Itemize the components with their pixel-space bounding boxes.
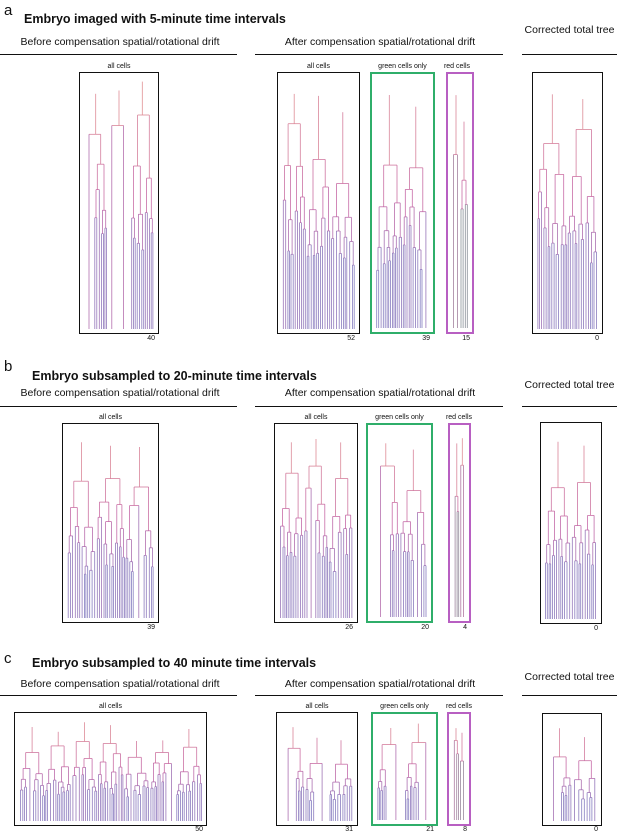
cell-count: 39 <box>422 335 430 342</box>
cell-count: 8 <box>463 826 467 833</box>
green-cells-tree-box <box>371 712 438 826</box>
lineage-tree <box>453 728 464 820</box>
lineage-tree <box>454 438 464 617</box>
section-rule <box>255 54 503 55</box>
lineage-tree <box>88 81 154 329</box>
lineage-tree-box <box>62 423 159 623</box>
cell-count: 0 <box>594 826 598 833</box>
box-label: green cells only <box>380 703 429 710</box>
lineage-tree <box>553 728 596 821</box>
section-rule <box>0 406 237 407</box>
lineage-tree <box>537 94 597 329</box>
cell-count: 40 <box>147 335 155 342</box>
before-heading: Before compensation spatial/rotational d… <box>20 387 220 399</box>
corrected-tree-box <box>532 72 603 334</box>
panel-title: Embryo subsampled to 20-minute time inte… <box>32 369 317 383</box>
before-heading: Before compensation spatial/rotational d… <box>20 678 220 690</box>
box-label: green cells only <box>375 414 424 421</box>
panel-title: Embryo subsampled to 40 minute time inte… <box>32 656 317 670</box>
cell-count: 21 <box>426 826 434 833</box>
lineage-tree-box <box>79 72 159 334</box>
section-rule <box>0 695 237 696</box>
before-heading: Before compensation spatial/rotational d… <box>20 36 220 48</box>
after-heading: After compensation spatial/rotational dr… <box>284 387 476 399</box>
box-label: all cells <box>307 63 330 70</box>
cell-count: 0 <box>595 335 599 342</box>
corrected-heading: Corrected total tree <box>524 671 615 683</box>
lineage-tree-box <box>274 423 358 623</box>
panel-letter: c <box>4 650 12 667</box>
lineage-tree-box <box>276 712 358 826</box>
cell-count: 39 <box>147 624 155 631</box>
box-label: all cells <box>304 414 328 421</box>
box-label: red cells <box>445 703 473 710</box>
corrected-heading: Corrected total tree <box>524 379 615 391</box>
box-label: red cells <box>445 414 473 421</box>
after-heading: After compensation spatial/rotational dr… <box>284 36 476 48</box>
section-rule <box>522 54 617 55</box>
cell-count: 4 <box>463 624 467 631</box>
after-heading: After compensation spatial/rotational dr… <box>284 678 476 690</box>
lineage-tree <box>376 95 427 328</box>
cell-count: 26 <box>345 624 353 631</box>
section-rule <box>255 695 503 696</box>
corrected-tree-box <box>542 713 602 826</box>
section-rule <box>0 54 237 55</box>
lineage-tree-box <box>277 72 360 334</box>
panel-letter: b <box>4 358 13 375</box>
lineage-tree <box>380 443 427 617</box>
lineage-tree <box>280 439 353 618</box>
lineage-tree <box>377 723 427 820</box>
section-rule <box>522 695 617 696</box>
cell-count: 31 <box>345 826 353 833</box>
section-rule <box>255 406 503 407</box>
panel-title: Embryo imaged with 5-minute time interva… <box>24 12 286 26</box>
cell-count: 50 <box>195 826 203 833</box>
panel-letter: a <box>4 2 13 19</box>
red-cells-tree-box <box>448 423 471 623</box>
section-rule <box>522 406 617 407</box>
cell-count: 0 <box>594 625 598 632</box>
lineage-tree-box <box>14 712 207 826</box>
green-cells-tree-box <box>366 423 433 623</box>
box-label: all cells <box>305 703 329 710</box>
red-cells-tree-box <box>447 712 471 826</box>
lineage-tree <box>453 95 468 328</box>
green-cells-tree-box <box>370 72 435 334</box>
cell-count: 15 <box>462 335 470 342</box>
lineage-tree <box>20 722 202 821</box>
lineage-tree <box>545 441 596 619</box>
cell-count: 20 <box>421 624 429 631</box>
box-label: all cells <box>107 63 131 70</box>
lineage-tree <box>287 727 353 821</box>
lineage-tree <box>67 442 154 618</box>
red-cells-tree-box <box>446 72 474 334</box>
corrected-heading: Corrected total tree <box>524 24 615 36</box>
corrected-tree-box <box>540 422 602 624</box>
cell-count: 52 <box>347 335 355 342</box>
box-label: green cells only <box>378 63 427 70</box>
box-label: all cells <box>99 703 122 710</box>
box-label: all cells <box>99 414 122 421</box>
lineage-tree <box>282 93 355 329</box>
box-label: red cells <box>443 63 471 70</box>
